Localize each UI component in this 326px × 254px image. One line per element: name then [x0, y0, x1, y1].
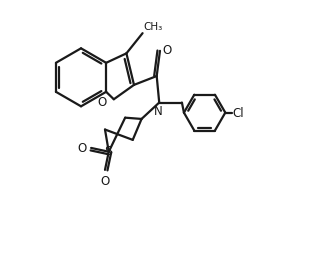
- Text: O: O: [77, 142, 87, 155]
- Text: O: O: [100, 175, 110, 188]
- Text: O: O: [162, 44, 171, 57]
- Text: CH₃: CH₃: [144, 22, 163, 32]
- Text: Cl: Cl: [233, 107, 244, 120]
- Text: N: N: [154, 104, 162, 117]
- Text: S: S: [104, 144, 112, 157]
- Text: O: O: [97, 96, 107, 109]
